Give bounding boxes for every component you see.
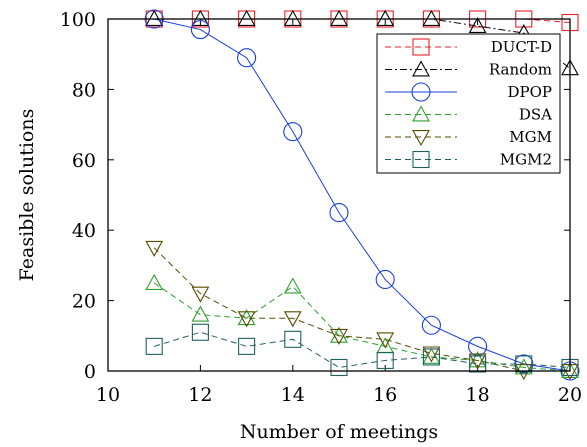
y-tick-label: 80 (72, 79, 96, 101)
legend-entry-random: Random (385, 60, 552, 79)
x-tick-label: 12 (188, 384, 212, 406)
x-tick-label: 16 (373, 384, 397, 406)
data-point-dsa (283, 277, 302, 294)
y-tick-label: 0 (84, 361, 96, 383)
series-line-random (154, 18, 571, 69)
data-point-random (468, 16, 487, 33)
data-point-mgm2 (422, 348, 440, 366)
y-axis-label: Feasible solutions (16, 109, 38, 282)
legend-marker-random (412, 60, 430, 77)
data-point-mgm2 (469, 355, 487, 373)
data-point-dpop (283, 122, 303, 142)
data-point-dpop (190, 20, 210, 40)
series-mgm (145, 240, 579, 381)
legend-marker-mgm2 (412, 150, 430, 169)
data-point-dsa (561, 361, 579, 378)
legend-entry-mgm2: MGM2 (385, 151, 552, 169)
data-point-dpop (237, 48, 257, 68)
legend-entry-duct-d: DUCT-D (385, 38, 552, 56)
series-line-mgm (153, 247, 570, 372)
legend-label-duct-d: DUCT-D (491, 38, 552, 56)
data-point-mgm2 (515, 355, 533, 373)
series-random (145, 9, 579, 76)
data-point-dsa (237, 309, 256, 326)
data-point-random (330, 9, 348, 26)
legend-label-dpop: DPOP (507, 83, 552, 101)
series-dpop (144, 9, 580, 381)
y-tick-label: 100 (60, 9, 96, 31)
data-point-random (191, 9, 210, 26)
data-point-dpop (468, 336, 488, 356)
legend-label-mgm: MGM (509, 128, 552, 146)
data-point-mgm (237, 311, 256, 328)
y-tick-label: 40 (72, 220, 96, 242)
data-point-dsa (145, 273, 164, 290)
legend-entry-dpop: DPOP (385, 82, 552, 102)
legend-marker-dsa (412, 105, 430, 122)
data-point-mgm2 (191, 323, 209, 341)
y-tick-label: 20 (72, 291, 96, 313)
data-point-dpop (329, 203, 349, 223)
data-point-mgm (376, 332, 395, 349)
legend-marker-duct-d (412, 38, 430, 56)
data-point-mgm (145, 240, 164, 257)
series-line-dpop (154, 18, 571, 372)
legend-entry-mgm: MGM (385, 128, 552, 147)
legend-label-dsa: DSA (519, 106, 552, 124)
legend-entry-dsa: DSA (385, 105, 552, 124)
x-axis-label: Number of meetings (240, 421, 438, 443)
data-point-random (283, 9, 302, 26)
data-point-mgm (191, 286, 210, 303)
data-point-mgm2 (238, 337, 256, 355)
data-point-random (422, 9, 441, 26)
series-line-mgm2 (154, 331, 571, 369)
data-point-mgm (468, 353, 487, 370)
x-tick-label: 14 (281, 384, 305, 406)
x-tick-label: 10 (96, 384, 120, 406)
data-point-random (237, 9, 256, 26)
data-point-dsa (191, 305, 210, 322)
legend: DUCT-D Random DPOP DSA MGM MGM2 (376, 33, 561, 174)
data-point-mgm (422, 346, 441, 363)
x-tick-label: 18 (466, 384, 490, 406)
y-tick-label: 60 (72, 150, 96, 172)
data-point-mgm2 (376, 351, 394, 369)
data-point-dpop (375, 269, 395, 290)
legend-marker-mgm (412, 130, 430, 147)
data-point-mgm2 (284, 330, 302, 348)
series-layer (144, 9, 580, 381)
x-tick-label: 20 (558, 384, 582, 406)
data-point-dsa (422, 347, 441, 364)
data-point-random (376, 9, 395, 26)
data-point-mgm2 (330, 358, 348, 377)
legend-label-mgm2: MGM2 (500, 151, 552, 169)
data-point-dsa (514, 358, 533, 375)
data-point-mgm (283, 311, 302, 328)
data-point-dpop (421, 315, 441, 335)
data-point-dsa (330, 326, 348, 343)
data-point-random (145, 9, 164, 26)
plot-area-frame (107, 18, 571, 372)
legend-marker-dpop (411, 82, 431, 102)
legend-box (376, 33, 561, 174)
series-duct-d (145, 10, 579, 32)
series-dsa (145, 273, 579, 378)
legend-label-random: Random (489, 61, 552, 79)
series-mgm2 (145, 323, 579, 377)
data-point-mgm (330, 328, 348, 345)
data-point-mgm2 (145, 337, 163, 355)
